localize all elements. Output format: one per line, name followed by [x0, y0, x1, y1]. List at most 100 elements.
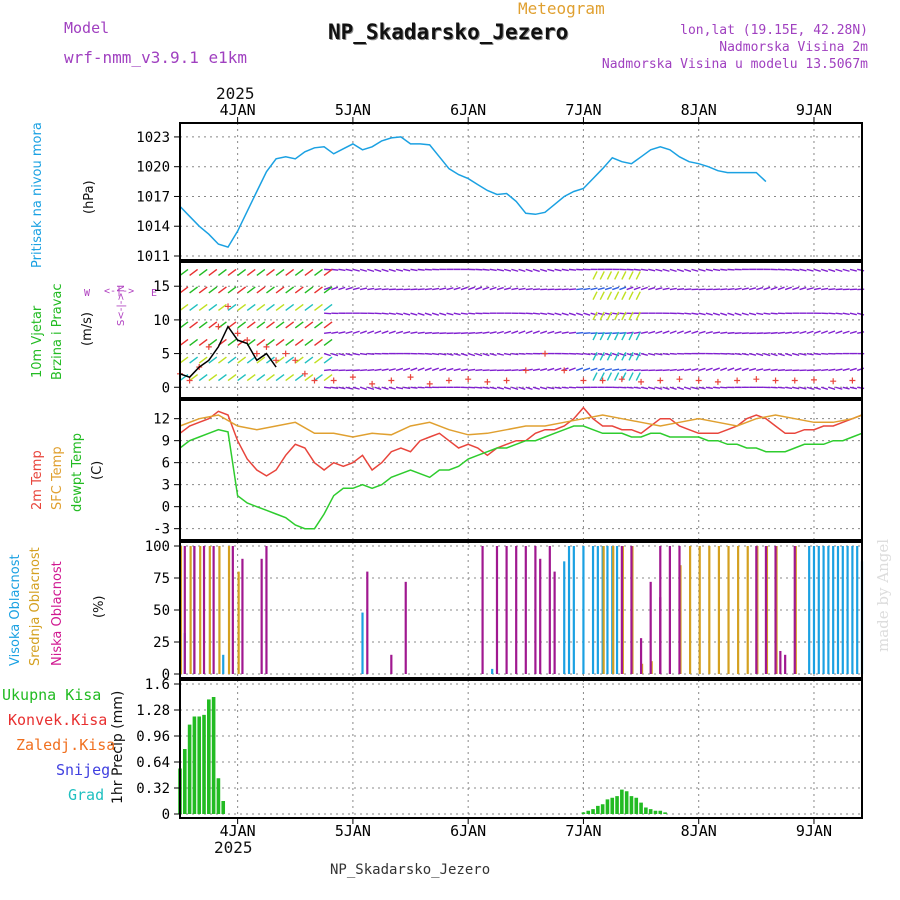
bar-low_cloud [524, 546, 527, 674]
tick-labels-layer: 1011 1014 1017 1020 1023 0 5 10 15 -3 0 3 6 9 12 0 25 50 7… [136, 101, 832, 840]
wind-arrow [489, 268, 497, 272]
wind-arrow [198, 373, 208, 382]
wind-arrow [374, 312, 382, 315]
series-line-sfc [179, 414, 863, 438]
wind-arrow [504, 287, 512, 291]
bar-mid_cloud [189, 546, 192, 674]
bar-mid_cloud [717, 546, 721, 674]
wind-arrow [189, 373, 199, 382]
wind-arrow [691, 268, 699, 272]
wind-arrow [246, 286, 256, 294]
wind-arrow [345, 386, 353, 390]
bar-precip_total [591, 809, 595, 814]
wind-arrow [518, 368, 526, 372]
wind-arrow [669, 386, 677, 391]
wind-arrow [626, 268, 634, 271]
wind-arrow [432, 287, 440, 291]
bar-low_cloud [202, 546, 206, 674]
bar-low_cloud [539, 558, 542, 674]
y-tick-label: 10 [153, 313, 170, 329]
wind-arrow [208, 303, 218, 312]
wind-arrow [417, 312, 425, 316]
wind-arrow [189, 286, 199, 294]
wind-arrow [453, 352, 461, 357]
wind-arrow [619, 386, 627, 389]
wind-arrow [583, 332, 591, 335]
wind-arrow [628, 331, 634, 341]
legend-snijeg: Snijeg [56, 761, 111, 779]
wind-arrow [352, 330, 360, 335]
wind-arrow [237, 286, 247, 294]
x-tick-label-top: 6JAN [450, 101, 486, 119]
wind-arrow [410, 331, 418, 335]
wind-arrow [806, 287, 814, 291]
wind-arrow [323, 321, 333, 329]
bar-low_cloud [659, 597, 662, 674]
bar-precip_total [600, 804, 605, 814]
wind-arrow [504, 386, 512, 390]
wind-arrow [424, 352, 432, 355]
wind-arrow [352, 352, 360, 356]
wind-arrow [604, 286, 612, 291]
bar-low_cloud [764, 546, 768, 674]
wind-arrow [403, 312, 411, 316]
wind-arrow [561, 331, 569, 335]
wind-arrow [576, 268, 584, 271]
wind-arrow [323, 286, 331, 291]
wind-arrow [359, 386, 368, 390]
bar-low_cloud [793, 546, 796, 674]
wind-arrow [331, 286, 339, 291]
wind-arrow [275, 303, 285, 312]
bar-precip_total [634, 797, 639, 814]
wind-arrow [439, 367, 447, 372]
wind-arrow [304, 321, 314, 329]
bar-low_cloud [404, 581, 407, 674]
wind-gust-mark [676, 376, 683, 383]
wind-arrow [266, 303, 275, 312]
wind-arrow [314, 268, 323, 276]
wind-arrow [410, 268, 418, 272]
wind-arrow [460, 332, 468, 335]
wind-arrow [285, 286, 295, 294]
wind-arrow [198, 268, 208, 276]
wind-arrow [453, 368, 461, 372]
model-altitude-label: Nadmorska Visina u modelu 13.5067m [601, 57, 868, 72]
wind-arrow [806, 352, 814, 356]
wind-arrow [691, 386, 699, 390]
wind-arrow [592, 352, 598, 361]
wind-arrow [763, 286, 771, 291]
wind-arrow [583, 367, 591, 372]
wind-arrow [648, 268, 656, 272]
wind-arrow [614, 271, 620, 280]
wind-arrow [395, 367, 404, 372]
wind-arrow [547, 367, 555, 372]
wind-arrow [599, 331, 605, 341]
wind-arrow [189, 338, 199, 347]
wind-gust-mark [330, 377, 337, 384]
wind-arrow [648, 330, 656, 335]
y-tick-label: 3 [162, 478, 170, 494]
wind-arrow [374, 330, 382, 335]
wind-arrow [621, 311, 627, 321]
bar-high_cloud [615, 546, 619, 674]
wind-arrow [734, 367, 742, 372]
wind-arrow [323, 356, 333, 364]
wind-arrow [403, 268, 411, 272]
wind-arrow [756, 368, 764, 372]
wind-arrow [314, 286, 323, 294]
wind-arrow [842, 268, 850, 272]
wind-arrow [828, 288, 836, 291]
wind-arrow [835, 288, 843, 291]
wind-arrow [640, 286, 648, 291]
wind-arrow [275, 356, 285, 364]
bar-precip_total [207, 699, 211, 814]
wind-arrow [352, 386, 360, 390]
y-tick-label: -3 [153, 522, 170, 538]
bar-mid_cloud [208, 546, 211, 674]
bar-high_cloud [563, 561, 566, 674]
wind-gust-mark [580, 377, 587, 384]
wind-arrow [635, 271, 641, 280]
wind-arrow [532, 312, 541, 315]
wind-arrow [256, 321, 266, 329]
